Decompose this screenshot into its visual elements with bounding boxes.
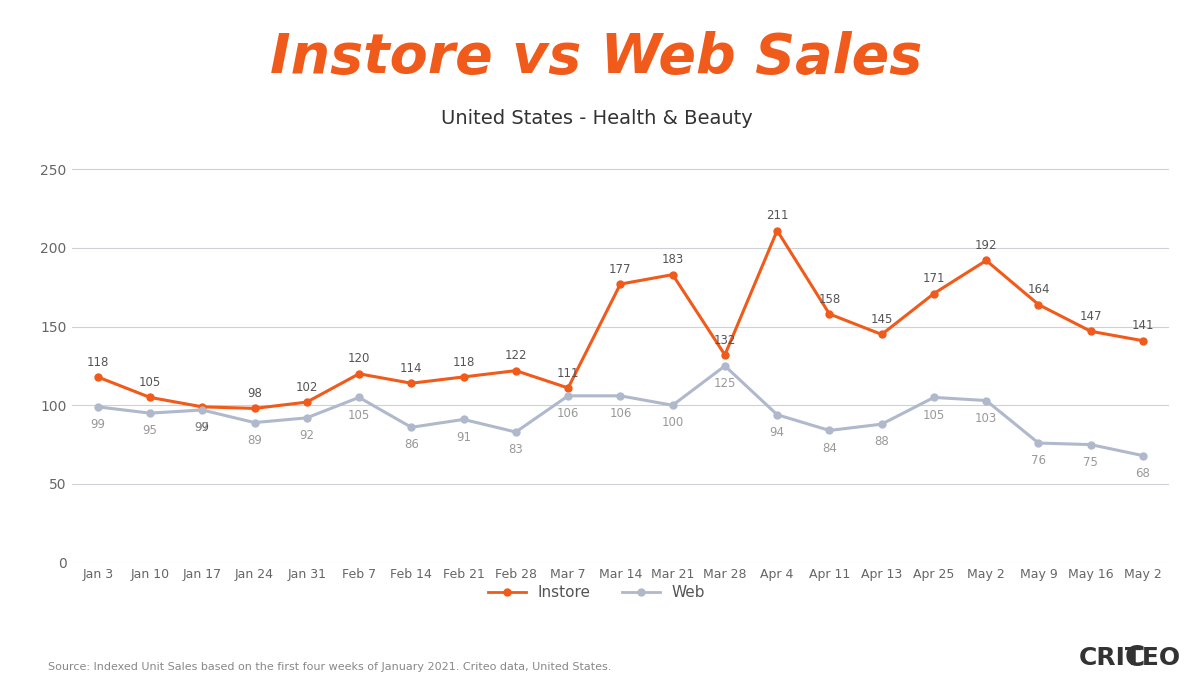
Text: 105: 105 xyxy=(923,409,945,421)
Text: 91: 91 xyxy=(456,430,471,443)
Text: 164: 164 xyxy=(1027,283,1050,296)
Text: 75: 75 xyxy=(1083,456,1099,469)
Text: 89: 89 xyxy=(247,434,262,447)
Text: 171: 171 xyxy=(922,272,945,285)
Text: 158: 158 xyxy=(818,293,841,306)
Text: 102: 102 xyxy=(296,381,319,394)
Text: 92: 92 xyxy=(299,429,314,442)
Text: 106: 106 xyxy=(610,407,631,420)
Text: 100: 100 xyxy=(661,417,684,430)
Text: Source: Indexed Unit Sales based on the first four weeks of January 2021. Criteo: Source: Indexed Unit Sales based on the … xyxy=(48,662,611,672)
Text: 105: 105 xyxy=(138,376,161,389)
Text: CRITEO: CRITEO xyxy=(1078,646,1181,670)
Text: 118: 118 xyxy=(452,355,475,368)
Text: 141: 141 xyxy=(1132,319,1155,332)
Text: 86: 86 xyxy=(404,439,419,451)
Text: 125: 125 xyxy=(713,377,736,390)
Text: 97: 97 xyxy=(194,421,210,434)
Text: 95: 95 xyxy=(142,424,157,437)
Text: 99: 99 xyxy=(91,418,105,431)
Text: 122: 122 xyxy=(505,349,527,362)
Text: 99: 99 xyxy=(194,421,210,434)
Text: 68: 68 xyxy=(1136,466,1150,479)
Text: 83: 83 xyxy=(508,443,524,456)
Text: 98: 98 xyxy=(247,387,262,400)
Text: 132: 132 xyxy=(713,333,736,346)
Text: 145: 145 xyxy=(871,313,892,326)
Text: 114: 114 xyxy=(400,362,422,375)
Text: 183: 183 xyxy=(661,253,684,266)
Text: 147: 147 xyxy=(1080,310,1102,323)
Legend: Instore, Web: Instore, Web xyxy=(482,579,711,606)
Text: 76: 76 xyxy=(1031,454,1046,467)
Text: United States - Health & Beauty: United States - Health & Beauty xyxy=(440,109,753,128)
Text: 192: 192 xyxy=(975,239,997,252)
Text: 94: 94 xyxy=(769,426,785,439)
Text: C: C xyxy=(1125,644,1145,672)
Text: 105: 105 xyxy=(348,409,370,421)
Text: 88: 88 xyxy=(874,435,889,448)
Text: 84: 84 xyxy=(822,441,836,455)
Text: 177: 177 xyxy=(610,263,631,276)
Text: 111: 111 xyxy=(557,367,580,380)
Text: 103: 103 xyxy=(975,412,997,425)
Text: Instore vs Web Sales: Instore vs Web Sales xyxy=(271,31,922,85)
Text: 211: 211 xyxy=(766,209,789,222)
Text: 106: 106 xyxy=(557,407,580,420)
Text: 120: 120 xyxy=(348,353,370,366)
Text: 118: 118 xyxy=(87,355,109,368)
